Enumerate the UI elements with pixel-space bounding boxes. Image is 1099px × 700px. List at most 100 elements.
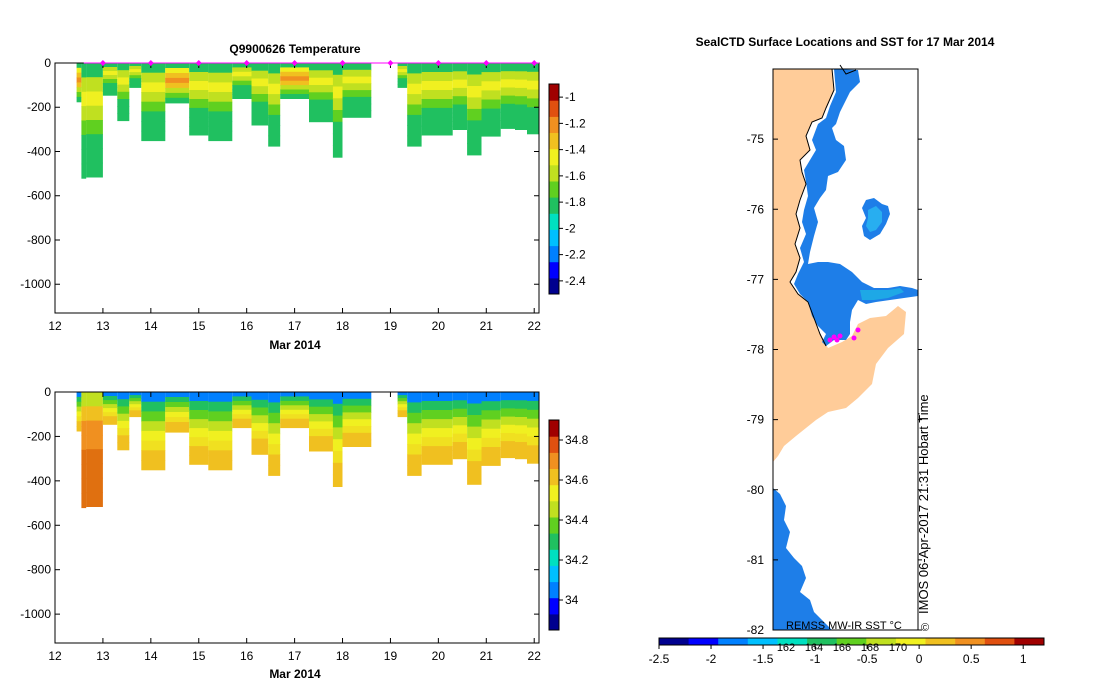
profile-column [500,392,516,459]
sst-colorbar-segment [836,638,867,645]
sst-colorbar-tick-label: 0 [916,652,923,666]
profile-cell [268,94,281,106]
profile-cell [332,86,343,99]
sst-colorbar-frame [658,637,1045,646]
salinity-chart: 0 -200 -400 -600 -800 -1000 12 13 14 15 16 17 18 19 20… [20,385,588,681]
profile-cell [129,413,142,418]
profile-column [251,63,269,126]
profile-column [332,392,343,487]
profile-cell [342,392,372,400]
profile-cell [268,454,281,466]
profile-cell [407,63,422,74]
profile-column [397,63,408,88]
colorbar-segment [549,164,559,182]
profile-column [76,63,82,103]
profile-cell [141,411,166,422]
sst-colorbar-segment [955,638,986,645]
profile-cell [86,492,103,507]
profile-cell [500,433,516,442]
y-tick-label: -1000 [20,607,51,621]
profile-cell [232,405,252,411]
colorbar-tick-label: -2.4 [565,274,586,288]
profile-cell [141,401,166,412]
profile-cell [452,121,468,130]
profile-cell [452,450,468,460]
x-tick-label: 12 [48,319,62,333]
profile-cell [81,435,87,451]
profile-cell [515,112,527,122]
profile-marker [147,60,154,66]
profile-cell [481,99,501,110]
profile-cell [500,87,516,97]
sst-colorbar-tick-label: 0.5 [963,652,980,666]
profile-cell [332,451,343,464]
salinity-plot-frame [54,391,540,644]
profile-cell [81,449,87,465]
profile-cell [481,401,501,411]
land-mass [773,69,906,462]
profile-cell [141,130,166,142]
profile-cell [81,77,87,93]
profile-cell [165,97,190,104]
profile-cell [165,77,190,84]
profile-cell [500,79,516,89]
profile-cell [189,99,209,109]
profile-cell [309,421,333,430]
x-tick-label: 14 [144,649,158,663]
profile-cell [251,407,269,416]
map-area [772,64,919,631]
profile-cell [86,449,103,465]
x-tick-label: 21 [480,649,494,663]
profile-cell [141,430,166,442]
profile-cell [189,90,209,100]
profile-cell [452,400,468,410]
profile-cell [332,121,343,135]
salinity-profiles [76,392,539,509]
profile-cell [232,409,252,415]
profile-cell [189,72,209,82]
profile-cell [481,410,501,421]
profile-cell [452,112,468,122]
profile-cell [208,63,233,74]
profile-cell [309,92,333,101]
profile-cell [467,74,482,87]
sst-colorbar-tick-label: -2.5 [649,652,670,666]
profile-cell [102,408,118,413]
profile-cell [165,427,190,433]
profile-cell [342,412,372,420]
profile-cell [527,392,539,402]
profile-cell [397,66,408,70]
profile-cell [342,76,372,84]
profile-cell [515,79,527,89]
profile-cell [129,84,142,88]
map-lon-label: 170 [889,642,907,654]
profile-cell [407,114,422,126]
y-tick-label: -400 [27,144,51,158]
y-tick-label: -1000 [20,277,51,291]
profile-cell [407,94,422,106]
profile-cell [467,392,482,405]
profile-cell [397,75,408,79]
profile-cell [280,414,309,420]
profile-column [467,392,482,485]
profile-cell [141,440,166,451]
profile-cell [515,71,527,81]
profile-cell [268,125,281,137]
temperature-axes: 0 -200 -400 -600 -800 -1000 12 13 14 15 16 17 18 19 20… [20,56,541,333]
profile-cell [86,477,103,493]
profile-cell [467,97,482,110]
profile-cell [421,401,453,411]
profile-cell [280,396,309,402]
sst-colorbar-segment [984,638,1015,645]
sst-colorbar-tick-label: -0.5 [857,652,878,666]
profile-cell [452,63,468,72]
colorbar-segment [549,500,559,518]
profile-column [165,63,190,104]
profile-cell [342,398,372,407]
map-lon-label: 166 [833,642,851,654]
sst-colorbar-segment [777,638,808,645]
profile-cell [527,427,539,437]
profile-cell [268,392,281,403]
temperature-title: Q9900626 Temperature [229,42,361,56]
profile-cell [76,411,82,417]
